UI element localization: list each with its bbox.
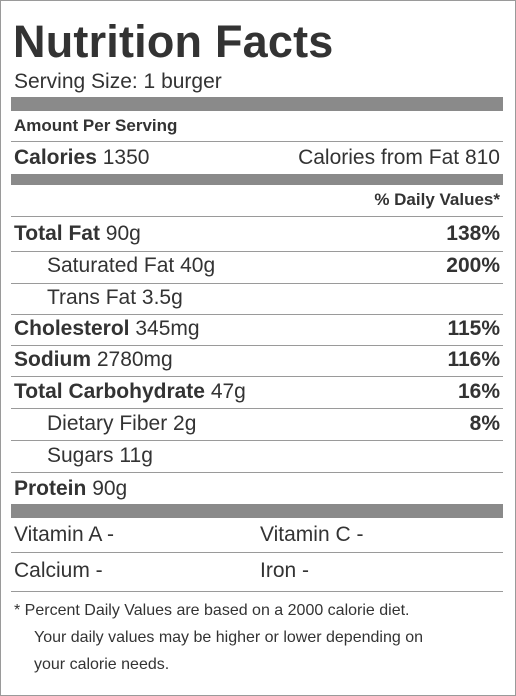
thick-divider <box>11 97 503 111</box>
nutrient-amount: 90g <box>105 222 141 245</box>
divider <box>11 440 503 441</box>
nutrient-amount: 345mg <box>135 317 200 340</box>
nutrient-label: Trans Fat <box>47 286 137 309</box>
nutrient-amount: 40g <box>180 254 216 277</box>
divider <box>11 283 503 284</box>
nutrient-row-trans-fat: Trans Fat 3.5g <box>47 285 183 311</box>
calories-from-fat-value: 810 <box>464 146 500 169</box>
calories-from-fat-label: Calories from Fat <box>298 146 460 169</box>
calories-row: Calories 1350 <box>14 145 149 171</box>
divider <box>11 552 503 553</box>
vitamin-a: Vitamin A - <box>14 523 114 546</box>
divider <box>11 376 503 377</box>
divider <box>11 251 503 252</box>
divider <box>11 472 503 473</box>
label-title: Nutrition Facts <box>13 16 334 67</box>
nutrient-dv: 16% <box>457 380 500 403</box>
thick-divider <box>11 174 503 185</box>
nutrient-label: Total Fat <box>14 222 100 245</box>
divider <box>11 314 503 315</box>
nutrient-amount: 3.5g <box>141 286 183 309</box>
nutrient-dv: 138% <box>446 222 500 245</box>
amount-per-serving: Amount Per Serving <box>14 116 178 135</box>
nutrient-row-total-fat: Total Fat 90g <box>14 221 141 247</box>
serving-size: Serving Size: 1 burger <box>14 70 222 93</box>
footnote-line-1: * Percent Daily Values are based on a 20… <box>14 602 410 619</box>
nutrient-amount: 2780mg <box>96 348 173 371</box>
nutrient-dv: 116% <box>447 348 500 371</box>
nutrient-row-protein: Protein 90g <box>14 476 127 502</box>
calories-label: Calories <box>14 146 97 169</box>
nutrient-row-sodium: Sodium 2780mg <box>14 347 173 373</box>
nutrient-label: Sugars <box>47 444 114 467</box>
nutrient-amount: 90g <box>92 477 128 500</box>
nutrient-label: Dietary Fiber <box>47 412 168 435</box>
nutrient-amount: 2g <box>173 412 197 435</box>
nutrient-label: Saturated Fat <box>47 254 175 277</box>
nutrient-row-cholesterol: Cholesterol 345mg <box>14 316 200 342</box>
nutrient-amount: 11g <box>119 444 153 467</box>
nutrient-label: Sodium <box>14 348 91 371</box>
daily-values-header: % Daily Values* <box>374 190 500 209</box>
nutrient-label: Cholesterol <box>14 317 130 340</box>
nutrient-amount: 47g <box>210 380 246 403</box>
nutrient-dv: 200% <box>446 254 500 277</box>
divider <box>11 141 503 142</box>
nutrient-row-total-carbohydrate: Total Carbohydrate 47g <box>14 379 246 405</box>
calcium: Calcium - <box>14 559 103 582</box>
vitamin-c: Vitamin C - <box>260 523 364 546</box>
iron: Iron - <box>260 559 310 582</box>
divider <box>11 408 503 409</box>
divider <box>11 345 503 346</box>
thick-divider <box>11 504 503 518</box>
nutrient-label: Total Carbohydrate <box>14 380 205 403</box>
divider <box>11 216 503 217</box>
nutrient-label: Protein <box>14 477 87 500</box>
calories-value: 1350 <box>102 146 150 169</box>
nutrient-dv: 8% <box>469 412 500 435</box>
footnote-line-3: your calorie needs. <box>34 656 170 673</box>
nutrient-row-saturated-fat: Saturated Fat 40g <box>47 253 215 279</box>
nutrient-dv: 115% <box>447 317 500 340</box>
nutrient-row-sugars: Sugars 11g <box>47 443 153 469</box>
calories-from-fat: Calories from Fat 810 <box>298 145 500 171</box>
divider <box>11 591 503 592</box>
nutrient-row-dietary-fiber: Dietary Fiber 2g <box>47 411 196 437</box>
footnote-line-2: Your daily values may be higher or lower… <box>34 629 423 646</box>
